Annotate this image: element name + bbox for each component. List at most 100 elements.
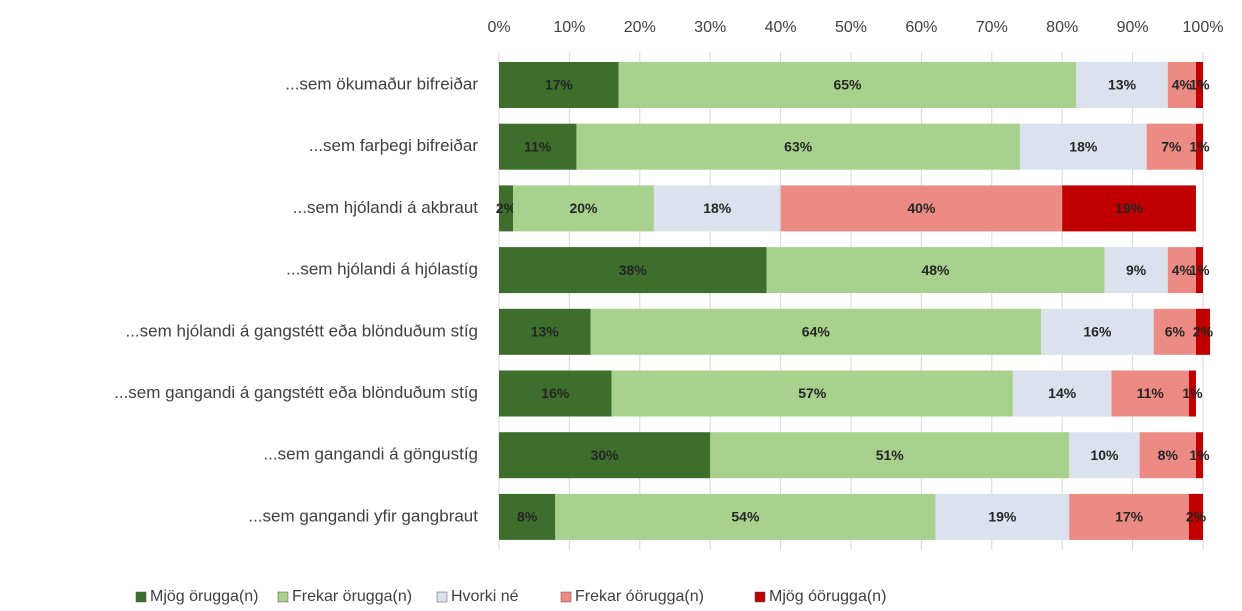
category-label: ...sem gangandi á göngustíg [263,445,478,464]
legend-swatch [277,591,289,603]
data-label: 40% [907,200,936,216]
legend-swatch [560,591,572,603]
bar-segment [555,493,936,540]
data-label: 51% [876,447,905,463]
data-label: 63% [784,138,813,154]
bar-segment [766,247,1105,294]
bar-segment [1195,432,1203,479]
bar-segment [1104,247,1168,294]
data-label: 7% [1161,138,1182,154]
bar-segment [1139,432,1196,479]
bar-segment [499,62,619,108]
data-label: 4% [1172,77,1193,93]
bar-segment [1167,247,1196,294]
bar-segment [653,185,781,232]
data-label: 2% [496,200,517,216]
data-label: 19% [988,509,1017,525]
category-label: ...sem hjólandi á hjólastíg [286,260,478,279]
x-tick-label: 90% [1117,19,1149,36]
data-label: 38% [619,262,648,278]
bar-segment [1188,370,1196,417]
data-label: 30% [591,447,620,463]
x-tick-label: 10% [553,19,585,36]
data-label: 4% [1172,262,1193,278]
legend-label: Mjög örugga(n) [150,588,259,605]
bar-segment [1195,247,1203,294]
x-tick-label: 20% [624,19,656,36]
data-label: 1% [1189,262,1210,278]
bar-segment [1062,185,1196,232]
data-label: 48% [921,262,950,278]
bar-segment [499,493,556,540]
bar-segment [1041,308,1154,355]
category-label: ...sem hjólandi á akbraut [293,198,478,217]
category-label: ...sem farþegi bifreiðar [309,136,478,155]
category-label: ...sem hjólandi á gangstétt eða blönduðu… [125,321,478,340]
data-label: 8% [1158,447,1179,463]
bar-segment [513,185,654,232]
data-label: 11% [1137,385,1165,401]
data-label: 13% [1108,77,1137,93]
data-label: 1% [1189,77,1210,93]
data-label: 6% [1165,324,1186,340]
data-label: 16% [1083,324,1112,340]
data-label: 17% [545,77,574,93]
bar-segment [1195,123,1203,170]
bar-segment [618,62,1077,108]
data-label: 2% [1186,509,1207,525]
data-label: 17% [1115,509,1144,525]
data-label: 57% [798,385,827,401]
bar-segment [499,185,514,232]
data-label: 16% [541,385,570,401]
bar-segment [1069,493,1189,540]
x-tick-label: 0% [487,19,510,36]
data-label: 64% [802,324,831,340]
x-tick-label: 100% [1183,19,1224,36]
legend-label: Frekar örugga(n) [292,588,412,605]
bar-segment [499,370,612,417]
x-tick-label: 80% [1046,19,1078,36]
bar-segment [611,370,1013,417]
bar-segment [780,185,1063,232]
bar-segment [1195,308,1211,355]
bar-segment [1111,370,1189,417]
data-label: 9% [1126,262,1147,278]
data-label: 1% [1189,447,1210,463]
data-label: 54% [731,509,760,525]
category-label: ...sem gangandi á gangstétt eða blönduðu… [114,383,478,402]
bar-segment [935,493,1070,540]
bar-segment [499,123,577,170]
bar-segment [1146,123,1196,170]
data-label: 1% [1189,138,1210,154]
data-label: 20% [569,200,598,216]
legend-swatch [436,591,448,603]
bar-segment [1167,62,1196,108]
bar-segment [499,247,767,294]
bar-segment [499,432,711,479]
bar-segment [1076,62,1168,108]
data-label: 2% [1193,324,1214,340]
data-label: 13% [531,324,560,340]
data-label: 10% [1090,447,1119,463]
bar-segment [576,123,1020,170]
legend-swatch [135,591,147,603]
x-tick-label: 60% [905,19,937,36]
bar-segment [1153,308,1196,355]
bar-segment [1195,62,1203,108]
x-tick-label: 70% [976,19,1008,36]
category-label: ...sem gangandi yfir gangbraut [248,506,478,525]
bar-segment [499,308,591,355]
legend-label: Mjög óörugga(n) [769,588,886,605]
bar-segment [1012,370,1112,417]
legend-label: Frekar óörugga(n) [575,588,704,605]
bar-segment [1019,123,1147,170]
legend-swatch [754,591,766,603]
data-label: 14% [1048,385,1077,401]
data-label: 18% [1069,138,1098,154]
data-label: 11% [524,138,552,154]
category-label: ...sem ökumaður bifreiðar [285,74,478,93]
legend-label: Hvorki né [451,588,519,605]
data-label: 18% [703,200,732,216]
x-tick-label: 30% [694,19,726,36]
